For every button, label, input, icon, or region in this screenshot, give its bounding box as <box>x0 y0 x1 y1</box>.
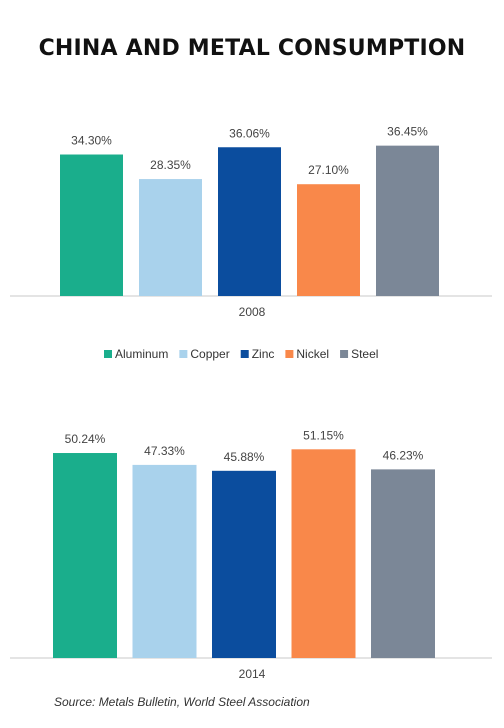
data-label-zinc-2008: 36.06% <box>229 126 270 140</box>
bar-nickel-2014 <box>291 449 356 658</box>
bar-zinc-2014 <box>212 470 276 658</box>
x-axis-label-2014: 2014 <box>239 667 266 681</box>
data-label-aluminum-2008: 34.30% <box>71 134 112 148</box>
chart-title: CHINA AND METAL CONSUMPTION <box>38 36 466 61</box>
data-label-zinc-2014: 45.88% <box>224 450 265 464</box>
legend-swatch-nickel <box>285 350 294 358</box>
data-label-copper-2014: 47.33% <box>144 444 185 458</box>
bar-zinc-2008 <box>218 147 281 296</box>
bar-aluminum-2014 <box>53 453 117 658</box>
bar-nickel-2008 <box>297 184 360 296</box>
bar-copper-2014 <box>132 464 197 658</box>
data-label-steel-2008: 36.45% <box>387 125 428 139</box>
legend-label-aluminum: Aluminum <box>115 347 168 361</box>
source-note: Source: Metals Bulletin, World Steel Ass… <box>54 695 310 709</box>
data-label-aluminum-2014: 50.24% <box>65 432 106 446</box>
bar-steel-2008 <box>376 145 439 296</box>
bar-aluminum-2008 <box>60 154 123 296</box>
legend-label-nickel: Nickel <box>296 347 329 361</box>
legend-swatch-steel <box>340 350 349 358</box>
data-label-nickel-2008: 27.10% <box>308 163 349 177</box>
legend-swatch-copper <box>179 350 188 358</box>
data-label-copper-2008: 28.35% <box>150 158 191 172</box>
legend-swatch-aluminum <box>104 350 112 358</box>
legend-swatch-zinc <box>240 350 249 358</box>
legend-label-zinc: Zinc <box>252 347 275 361</box>
data-label-steel-2014: 46.23% <box>383 448 424 462</box>
data-label-nickel-2014: 51.15% <box>303 428 344 442</box>
bar-steel-2014 <box>371 469 435 658</box>
legend-label-copper: Copper <box>190 347 229 361</box>
bar-copper-2008 <box>139 179 202 296</box>
x-axis-label-2008: 2008 <box>239 305 266 319</box>
legend-label-steel: Steel <box>351 347 378 361</box>
